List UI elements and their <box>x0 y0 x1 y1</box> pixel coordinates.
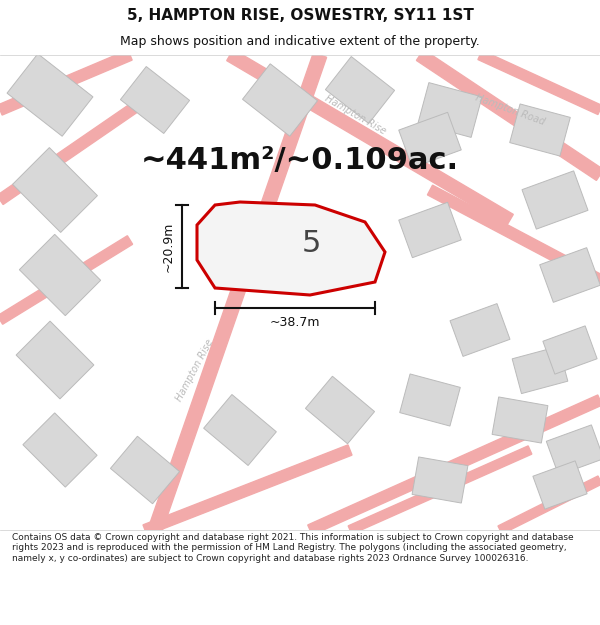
Polygon shape <box>0 86 163 204</box>
Polygon shape <box>399 112 461 168</box>
Polygon shape <box>510 104 570 156</box>
Polygon shape <box>242 64 317 136</box>
Polygon shape <box>412 457 468 503</box>
Text: Hampton Road: Hampton Road <box>474 92 546 128</box>
Text: Contains OS data © Crown copyright and database right 2021. This information is : Contains OS data © Crown copyright and d… <box>12 533 574 562</box>
Polygon shape <box>512 346 568 394</box>
Text: Hampton Rise: Hampton Rise <box>175 338 215 402</box>
Polygon shape <box>427 185 600 285</box>
Polygon shape <box>308 395 600 535</box>
Polygon shape <box>197 202 385 295</box>
Polygon shape <box>348 446 532 534</box>
Text: Hampton Rise: Hampton Rise <box>323 94 388 136</box>
Polygon shape <box>543 326 597 374</box>
Polygon shape <box>0 236 133 324</box>
Polygon shape <box>418 82 482 138</box>
Polygon shape <box>416 49 600 181</box>
Polygon shape <box>0 50 132 115</box>
Polygon shape <box>13 148 97 232</box>
Polygon shape <box>121 66 190 134</box>
Text: Map shows position and indicative extent of the property.: Map shows position and indicative extent… <box>120 35 480 48</box>
Text: 5: 5 <box>302 229 321 258</box>
Text: ~20.9m: ~20.9m <box>161 221 175 272</box>
Polygon shape <box>16 321 94 399</box>
Polygon shape <box>325 56 395 124</box>
Polygon shape <box>227 49 513 226</box>
Polygon shape <box>546 425 600 475</box>
Polygon shape <box>399 202 461 258</box>
Text: ~441m²/~0.109ac.: ~441m²/~0.109ac. <box>141 146 459 174</box>
Polygon shape <box>498 476 600 534</box>
Polygon shape <box>478 51 600 114</box>
Polygon shape <box>203 394 277 466</box>
Polygon shape <box>450 304 510 356</box>
Polygon shape <box>19 234 101 316</box>
Polygon shape <box>23 413 97 487</box>
Polygon shape <box>143 445 352 535</box>
Text: ~38.7m: ~38.7m <box>270 316 320 329</box>
Polygon shape <box>400 374 460 426</box>
Polygon shape <box>533 461 587 509</box>
Text: 5, HAMPTON RISE, OSWESTRY, SY11 1ST: 5, HAMPTON RISE, OSWESTRY, SY11 1ST <box>127 8 473 23</box>
Polygon shape <box>7 54 93 136</box>
Polygon shape <box>539 248 600 302</box>
Polygon shape <box>492 397 548 443</box>
Polygon shape <box>148 52 326 532</box>
Polygon shape <box>110 436 179 504</box>
Polygon shape <box>522 171 588 229</box>
Polygon shape <box>305 376 374 444</box>
